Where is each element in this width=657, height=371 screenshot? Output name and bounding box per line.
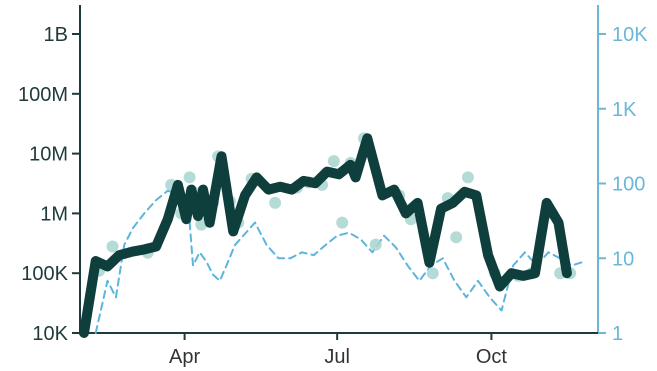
right-tick-label: 100 bbox=[612, 174, 645, 196]
series-layer bbox=[79, 132, 585, 338]
data-point bbox=[183, 171, 196, 184]
right-tick-label: 1K bbox=[612, 99, 637, 121]
left-tick-label: 1B bbox=[44, 24, 68, 46]
x-tick-label: Oct bbox=[476, 346, 508, 368]
left-tick-label: 100M bbox=[18, 84, 68, 106]
left-ticks: 10K 100K 1M 10M 100M 1B bbox=[18, 24, 80, 345]
data-point bbox=[369, 238, 382, 251]
thick-series-line bbox=[79, 133, 572, 338]
data-point bbox=[195, 218, 208, 231]
data-point bbox=[450, 231, 463, 244]
right-tick-label: 10K bbox=[612, 24, 648, 46]
left-tick-label: 10M bbox=[29, 144, 68, 166]
left-tick-label: 1M bbox=[40, 203, 68, 225]
right-tick-label: 10 bbox=[612, 248, 634, 270]
right-ticks: 1 10 100 1K 10K bbox=[598, 24, 648, 345]
left-tick-label: 10K bbox=[32, 323, 68, 345]
right-tick-label: 1 bbox=[612, 323, 623, 345]
data-point bbox=[426, 267, 439, 280]
data-point bbox=[269, 196, 282, 209]
data-point bbox=[327, 155, 340, 168]
x-tick-label: Apr bbox=[169, 346, 200, 368]
data-point bbox=[336, 216, 349, 229]
left-tick-label: 100K bbox=[21, 263, 68, 285]
data-point bbox=[106, 240, 119, 253]
data-point bbox=[461, 171, 474, 184]
x-tick-label: Jul bbox=[324, 346, 350, 368]
x-ticks: Apr Jul Oct bbox=[169, 333, 507, 368]
